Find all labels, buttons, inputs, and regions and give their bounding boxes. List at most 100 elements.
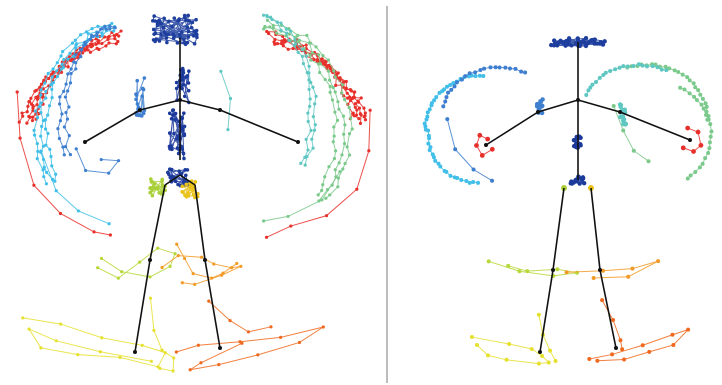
- left-head-trajectory-point: [162, 16, 166, 21]
- left-wrist-trajectory-point: [41, 144, 46, 148]
- left-skeleton-bone: [139, 99, 181, 111]
- left-wrist-trajectory-point: [46, 113, 50, 117]
- left-wrist-trajectory-point: [37, 105, 41, 109]
- right-shoulder-trajectory-point: [312, 128, 317, 132]
- right-shoulder-trajectory-point: [287, 38, 291, 43]
- left-knee-trajectory-point: [99, 256, 104, 261]
- right-skeleton-bone: [619, 111, 691, 141]
- right-elbow-right-lower-point: [694, 98, 699, 103]
- right-knee-trajectory-point: [176, 253, 180, 258]
- left-head-trajectory-point: [164, 36, 169, 40]
- left-ankle-trajectory-point: [27, 327, 31, 331]
- left-wrist-trajectory-point: [39, 93, 43, 97]
- left-shoulder-trajectory-point: [74, 61, 78, 65]
- right-elbow-trajectory: [263, 26, 339, 196]
- left-wrist-trajectory-point: [86, 32, 90, 36]
- right-ankle-left-trajectory-point: [504, 357, 509, 362]
- left-head-trajectory-point: [157, 18, 162, 23]
- right-wrist-left-lower-point: [471, 179, 476, 184]
- right-outer-red-trajectory-point: [353, 105, 357, 109]
- right-head-trajectory-point: [560, 40, 565, 45]
- right-elbow-trajectory-point: [333, 168, 337, 172]
- right-shoulder-trajectory-point: [306, 111, 310, 115]
- right-shoulder-trajectory-point: [300, 47, 305, 52]
- right-elbow-trajectory-point: [263, 24, 267, 29]
- right-elbow-right-lower-point: [707, 140, 712, 145]
- right-elbow-trajectory-point: [336, 100, 340, 104]
- right-shoulder-inner-point: [226, 128, 230, 132]
- right-pelvis-blob-point: [568, 181, 573, 186]
- left-wrist-trajectory-point: [79, 33, 83, 37]
- right-elbow-right-lower-point: [707, 146, 712, 151]
- right-head-trajectory-point: [566, 36, 572, 41]
- right-outer-red-trajectory-point: [355, 108, 359, 112]
- left-spine-lower-point: [173, 117, 178, 122]
- left-knee-trajectory-point: [138, 260, 142, 264]
- right-elbow-right-trajectory: [627, 63, 710, 120]
- right-elbow-trajectory-point: [327, 78, 332, 82]
- right-elbow-trajectory-point: [336, 176, 340, 180]
- left-hip-blob-point: [148, 186, 152, 190]
- left-head-trajectory-point: [164, 32, 168, 36]
- right-elbow-trajectory-point: [275, 31, 279, 35]
- left-wrist-trajectory-point: [62, 57, 66, 62]
- right-shoulder-right-trajectory-point: [590, 82, 595, 87]
- right-elbow-right-trajectory-point: [687, 78, 692, 83]
- left-shoulder-trajectory-point: [66, 72, 70, 76]
- right-wrist-left-lower-point: [448, 173, 453, 178]
- left-shoulder-trajectory-point: [89, 33, 94, 37]
- right-elbow-trajectory-point: [342, 132, 346, 136]
- left-wrist-trajectory-point: [50, 164, 54, 168]
- left-wrist-trajectory-point: [32, 133, 37, 137]
- left-head-trajectory-point: [186, 13, 190, 18]
- right-shoulder-right-trajectory-point: [625, 64, 630, 69]
- right-wrist-left-lower-point: [464, 179, 469, 184]
- right-skeleton-joint: [688, 138, 692, 142]
- right-ankle-left-trajectory-point: [546, 360, 551, 365]
- left-shoulder-trajectory-point: [108, 24, 112, 28]
- left-skeleton-bone: [164, 174, 181, 186]
- right-shoulder-trajectory-point: [296, 50, 300, 54]
- right-elbow-trajectory-point: [341, 167, 345, 171]
- left-outer-red-trajectory-point: [88, 42, 92, 47]
- left-head-trajectory-point: [167, 19, 171, 24]
- right-shoulder-trajectory-point: [265, 15, 269, 19]
- right-shoulder-left-tail-point: [445, 117, 450, 122]
- left-shoulder-blob-point: [137, 113, 141, 118]
- right-elbow-trajectory-point: [333, 110, 337, 114]
- right-ankle-trajectory-point: [279, 335, 283, 339]
- left-head-trajectory-point: [195, 32, 199, 37]
- right-knee-trajectory-point: [239, 264, 243, 268]
- right-shoulder-left-tail: [446, 118, 493, 182]
- right-wrist-left-lower-point: [426, 133, 431, 138]
- left-red-tail-point: [108, 233, 112, 237]
- right-knee-trajectory-2-point: [210, 276, 214, 280]
- right-elbow-trajectory-point: [331, 140, 335, 144]
- left-shoulder-trajectory-point: [95, 33, 99, 38]
- right-elbow-trajectory-point: [323, 77, 327, 82]
- right-elbow-trajectory-point: [326, 58, 330, 62]
- right-elbow-right-lower-point: [706, 117, 711, 122]
- right-elbow-tail-point: [286, 214, 290, 219]
- right-pelvis-blob-point: [580, 175, 586, 180]
- left-head-trajectory-point: [195, 35, 199, 40]
- right-shoulder-right-trajectory-point: [631, 63, 636, 68]
- right-elbow-trajectory-point: [332, 125, 336, 129]
- right-shoulder-trajectory-point: [279, 21, 283, 25]
- right-shoulder-left-trajectory-point: [507, 66, 512, 71]
- right-elbow-right-lower-point: [685, 176, 690, 181]
- right-wrist-left-trajectory-point: [477, 73, 482, 78]
- left-wrist-trajectory-point: [39, 88, 43, 92]
- right-skeleton-bone: [599, 269, 617, 349]
- left-hip-blob-point: [150, 179, 154, 184]
- right-shoulder-trajectory-point: [305, 70, 309, 75]
- right-outer-red-trajectory-point: [344, 79, 348, 84]
- right-elbow-right-trajectory-point: [663, 64, 668, 69]
- right-knee-left-trajectory: [488, 260, 578, 277]
- left-shoulder-trajectory-point: [65, 117, 70, 121]
- left-outer-red-trajectory-point: [29, 96, 33, 100]
- left-outer-red-trajectory-point: [31, 106, 35, 110]
- right-red-tail-point: [289, 224, 293, 228]
- left-shoulder-trajectory-point: [58, 119, 63, 123]
- right-wrist-left-lower-point: [426, 128, 431, 133]
